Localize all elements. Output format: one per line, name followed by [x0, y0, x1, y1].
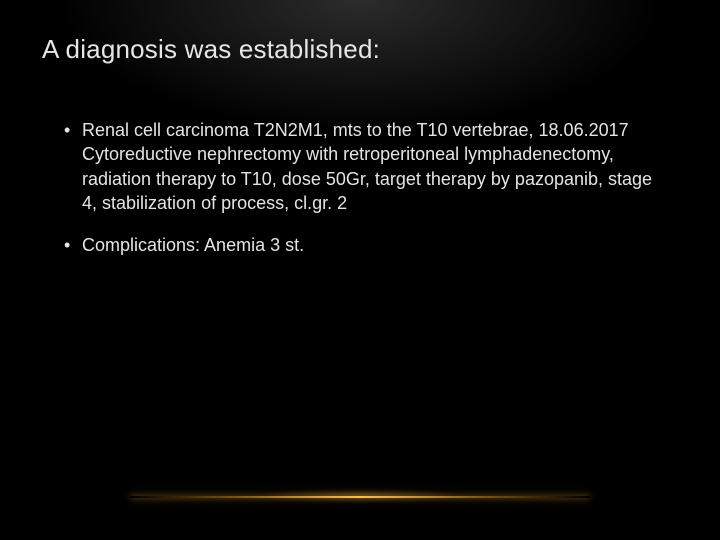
accent-halo — [210, 490, 510, 504]
slide: A diagnosis was established: Renal cell … — [0, 0, 720, 540]
accent-shadow — [150, 478, 570, 496]
accent-line — [130, 496, 590, 498]
list-item: Complications: Anemia 3 st. — [60, 233, 660, 257]
list-item: Renal cell carcinoma T2N2M1, mts to the … — [60, 118, 660, 215]
accent-divider — [120, 478, 600, 506]
slide-title: A diagnosis was established: — [42, 34, 678, 65]
bullet-list: Renal cell carcinoma T2N2M1, mts to the … — [60, 118, 660, 257]
slide-body: Renal cell carcinoma T2N2M1, mts to the … — [60, 118, 660, 275]
